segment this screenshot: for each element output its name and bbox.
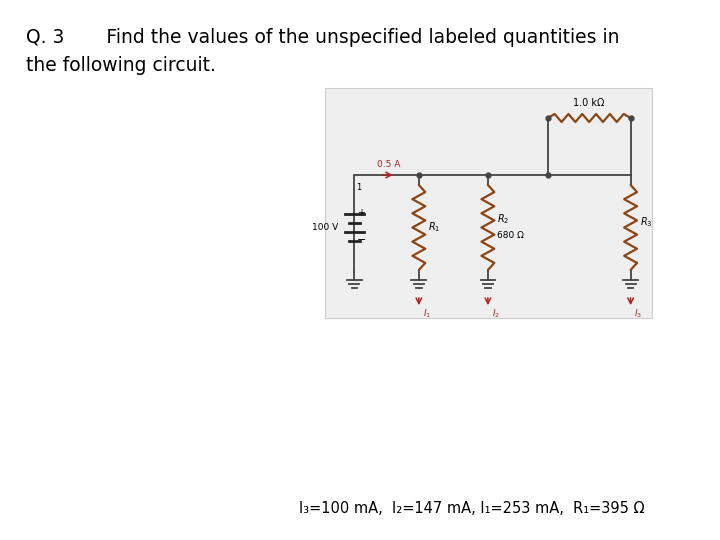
- Text: 1.0 kΩ: 1.0 kΩ: [573, 98, 605, 108]
- Text: −: −: [357, 235, 366, 246]
- Text: $I_1$: $I_1$: [423, 308, 431, 321]
- Text: 680 Ω: 680 Ω: [497, 231, 524, 240]
- Text: 0.5 A: 0.5 A: [377, 160, 400, 169]
- Text: $R_3$: $R_3$: [640, 215, 652, 230]
- Text: $I_3$: $I_3$: [634, 308, 642, 321]
- Text: +: +: [357, 207, 365, 218]
- Text: $R_1$: $R_1$: [428, 221, 441, 234]
- Text: I₃=100 mA,  I₂=147 mA, I₁=253 mA,  R₁=395 Ω: I₃=100 mA, I₂=147 mA, I₁=253 mA, R₁=395 …: [299, 501, 644, 516]
- Text: $R_2$: $R_2$: [497, 213, 510, 226]
- Text: Q. 3       Find the values of the unspecified labeled quantities in
the followin: Q. 3 Find the values of the unspecified …: [26, 28, 619, 75]
- Text: $I_2$: $I_2$: [492, 308, 500, 321]
- FancyBboxPatch shape: [325, 88, 652, 318]
- Text: 1: 1: [356, 183, 361, 192]
- Text: 100 V: 100 V: [312, 223, 338, 232]
